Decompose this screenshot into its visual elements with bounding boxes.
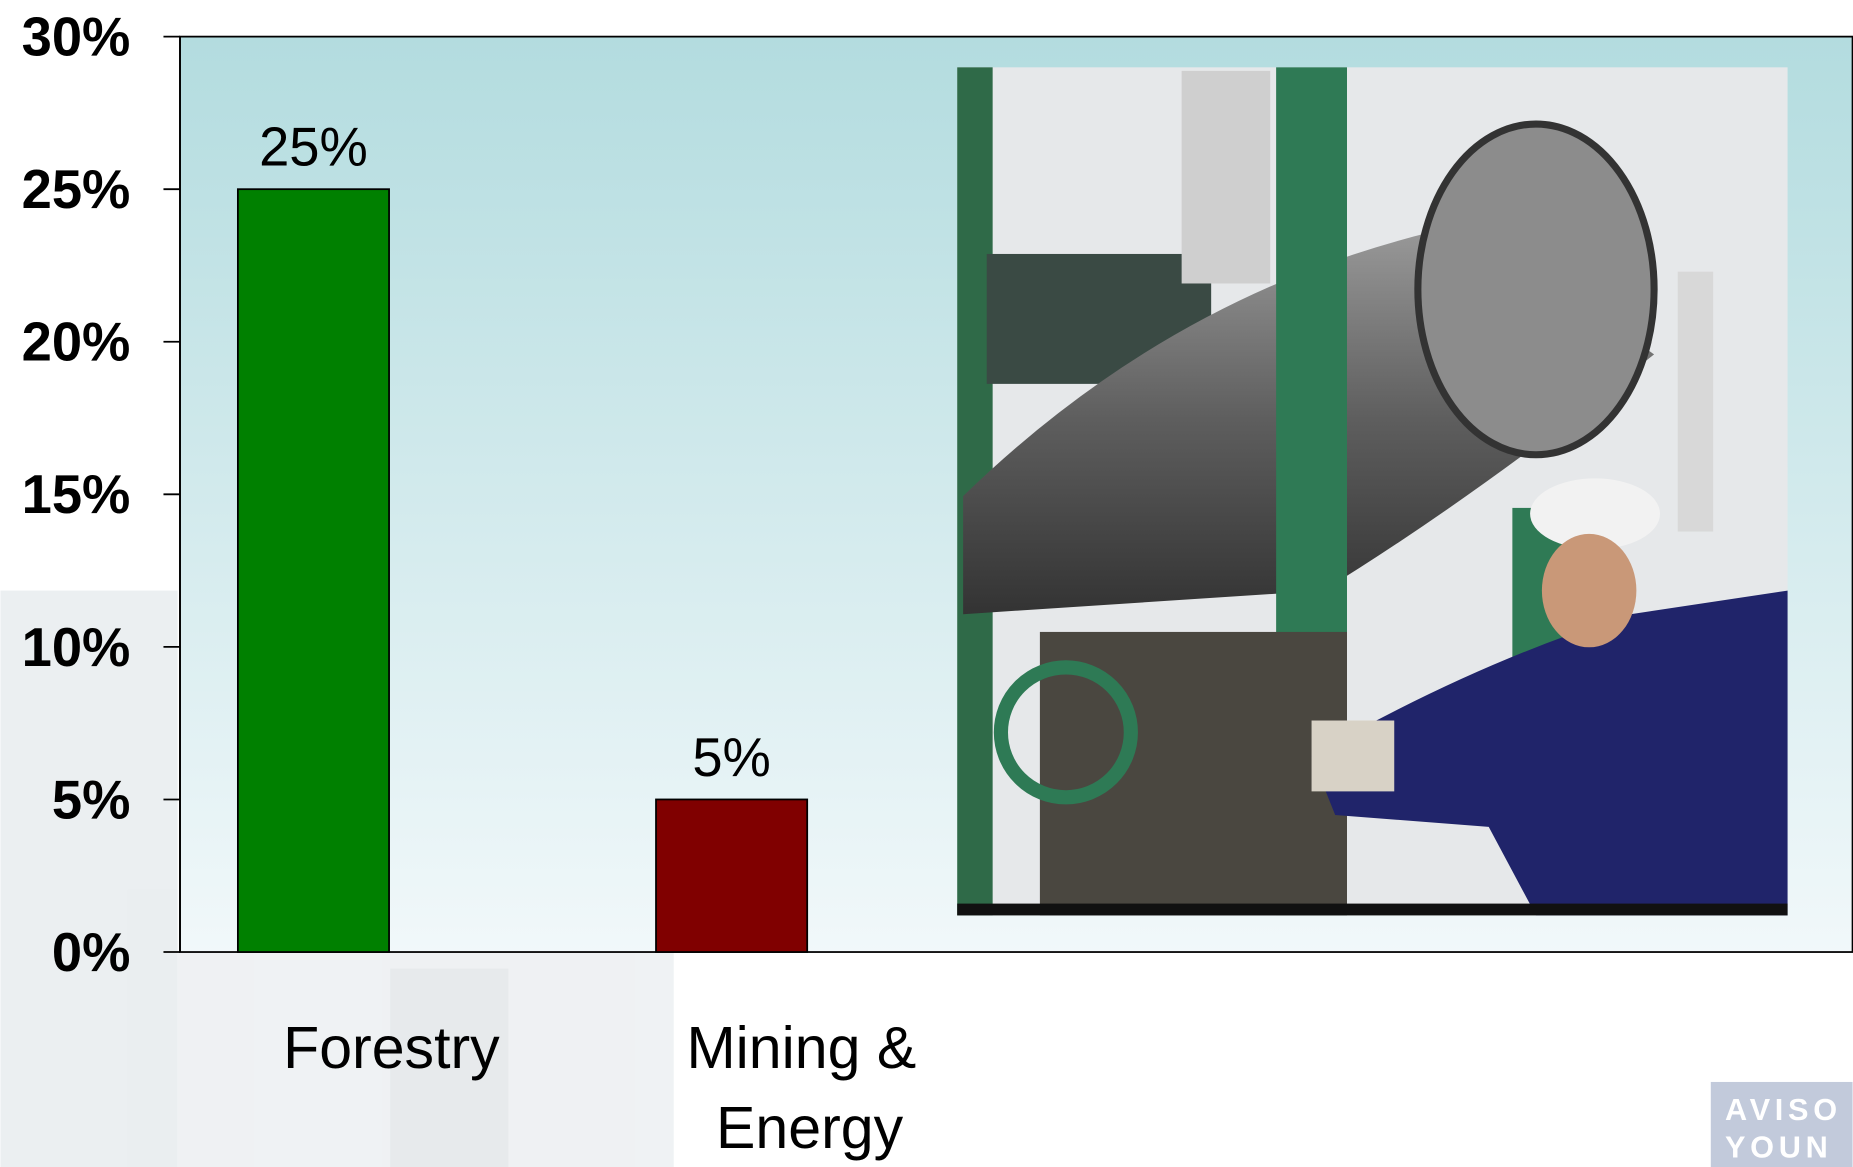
bar [655, 798, 809, 953]
x-tick-label: Mining & Energy [686, 1015, 932, 1161]
value-label: 25% [259, 117, 368, 178]
photo [957, 67, 1788, 916]
y-tick-label: 0% [52, 922, 131, 983]
y-tick-label: 30% [22, 7, 131, 68]
y-tick-label: 20% [22, 312, 131, 373]
bar [236, 188, 390, 953]
y-tick-label: 25% [22, 159, 131, 220]
logo-text: AVISO [1725, 1092, 1842, 1127]
logo-text: YOUN [1725, 1130, 1833, 1165]
y-tick-label: 15% [22, 464, 131, 525]
x-tick-label: Forestry [283, 1015, 500, 1081]
y-tick-label: 5% [52, 769, 131, 830]
background-building [0, 590, 674, 1167]
y-tick-label: 10% [22, 617, 131, 678]
logo-box [1710, 1081, 1853, 1167]
value-label: 5% [692, 727, 771, 788]
